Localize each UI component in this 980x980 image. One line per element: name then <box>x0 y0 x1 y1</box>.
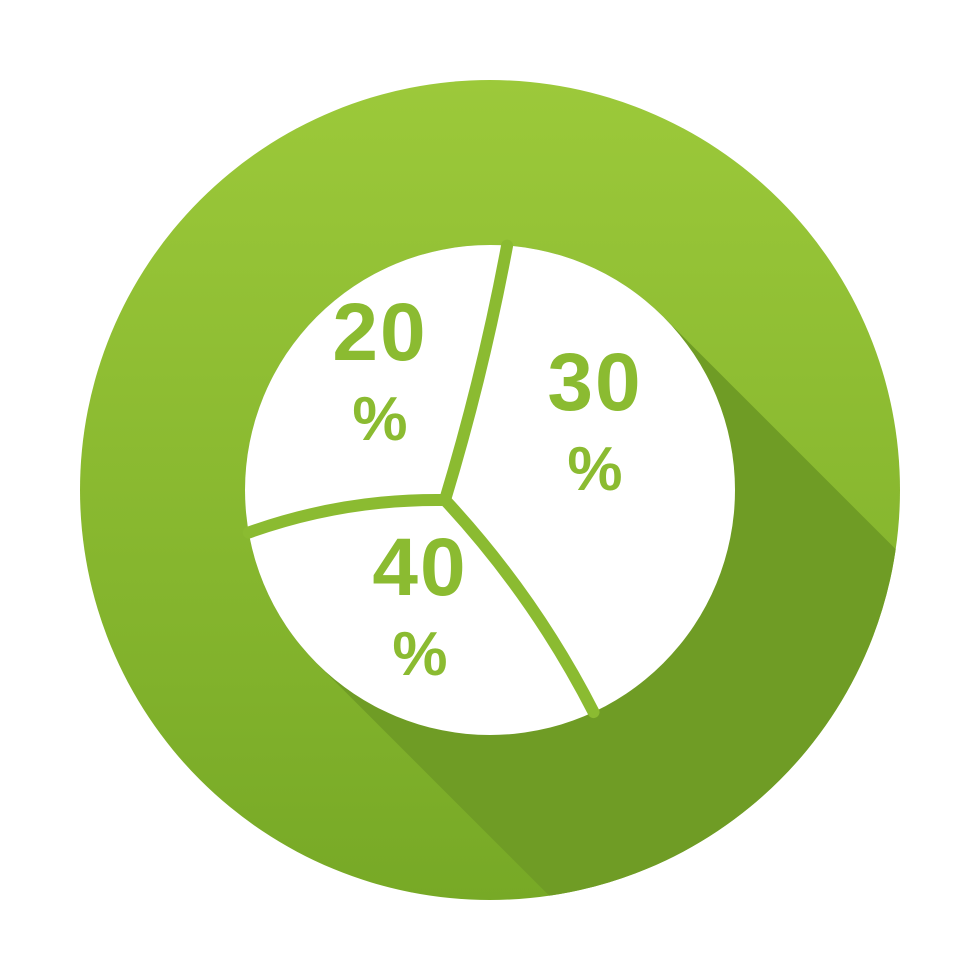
pie-chart-icon: 30% 40% 20% <box>0 0 980 980</box>
slice-value: 30 <box>547 337 642 428</box>
slice-value: 40 <box>372 522 467 613</box>
slice-value: 20 <box>332 287 427 378</box>
slice-percent: % <box>352 385 407 454</box>
slice-percent: % <box>392 620 447 689</box>
slice-percent: % <box>567 435 622 504</box>
